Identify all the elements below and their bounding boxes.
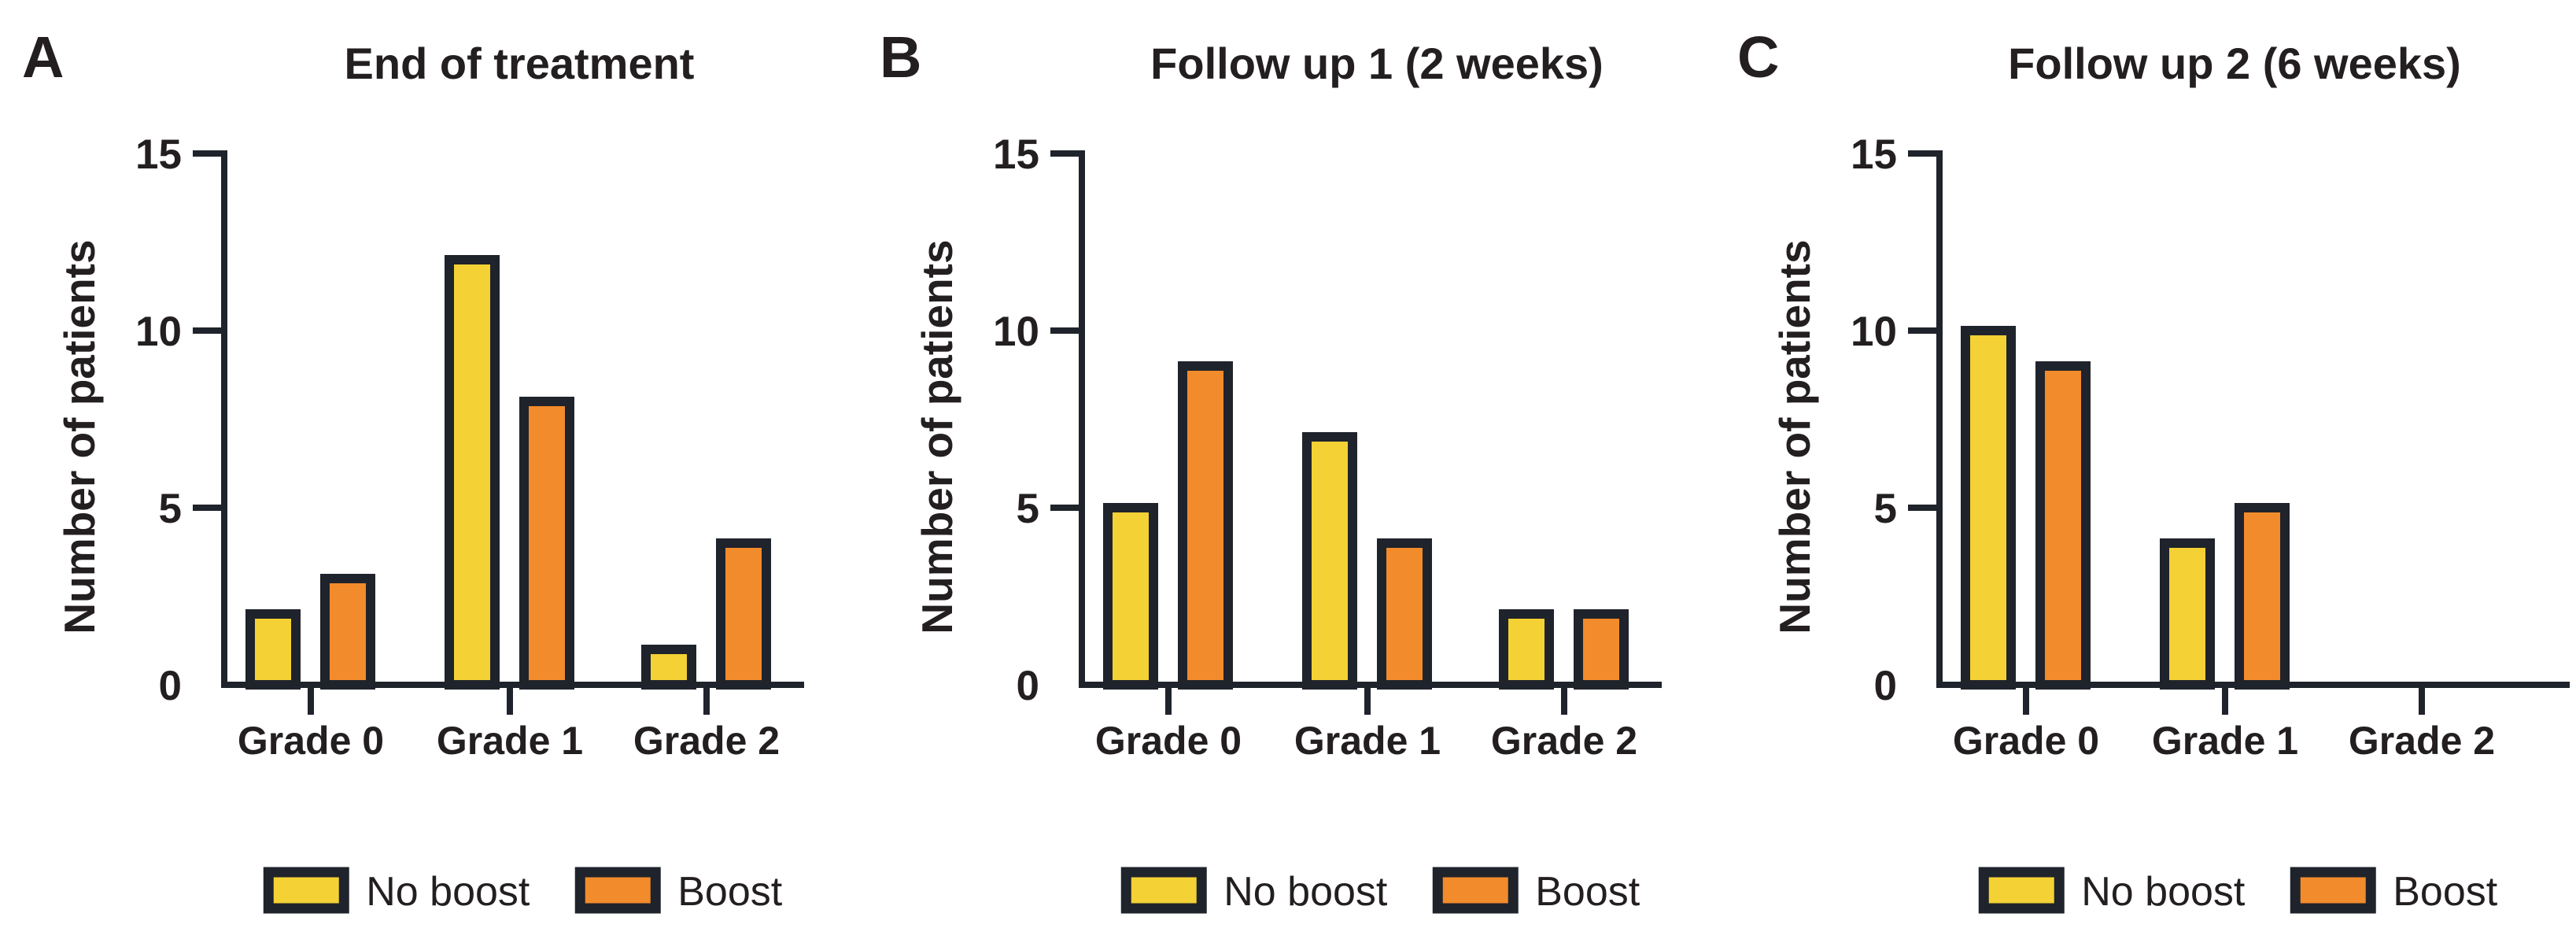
bar-no-boost-grade-0	[245, 609, 301, 690]
bar-boost-grade-0	[320, 574, 375, 690]
bar-no-boost-grade-2	[641, 645, 696, 690]
y-tick-label: 15	[1851, 131, 1897, 178]
x-tick-label: Grade 0	[238, 719, 384, 763]
legend-swatch-no-boost	[263, 867, 349, 914]
x-tick-label: Grade 2	[633, 719, 780, 763]
y-tick-label: 5	[159, 486, 182, 532]
y-tick-label: 0	[1874, 663, 1897, 709]
bar-no-boost-grade-1	[2160, 538, 2215, 690]
bar-no-boost-grade-0	[1103, 503, 1158, 690]
bars-group	[1961, 326, 2290, 690]
x-tick-label: Grade 1	[1294, 719, 1441, 763]
y-tick-label: 0	[159, 663, 182, 709]
bar-no-boost-grade-1	[445, 255, 500, 690]
panel-letter-a: A	[22, 24, 64, 90]
y-axis-label: Number of patients	[1770, 239, 1819, 634]
panel-c-chart: C Follow up 2 (6 weeks) Number of patients…	[1737, 24, 2570, 915]
legend-label-no-boost: No boost	[366, 869, 530, 915]
x-tick-label: Grade 1	[2152, 719, 2298, 763]
bar-boost-grade-2	[1574, 609, 1629, 690]
legend-swatch-boost	[1432, 867, 1519, 914]
y-tick-label: 15	[135, 131, 182, 178]
bars-group	[1103, 361, 1629, 690]
panel-c: C Follow up 2 (6 weeks) Number of patients…	[1715, 0, 2576, 943]
legend-label-boost: Boost	[1535, 869, 1640, 915]
x-tick-label: Grade 0	[1953, 719, 2099, 763]
panel-a: A End of treatment Number of patients 0 5 10 1…	[0, 0, 858, 943]
chart-title: Follow up 2 (6 weeks)	[2008, 39, 2461, 88]
panel-a-chart: A End of treatment Number of patients 0 5 10 1…	[22, 24, 804, 915]
y-tick-label: 5	[1874, 486, 1897, 532]
legend-swatch-boost	[2290, 867, 2376, 914]
y-tick-label: 0	[1017, 663, 1039, 709]
y-tick-label: 10	[993, 309, 1039, 355]
bar-boost-grade-1	[1377, 538, 1432, 690]
bars-group	[245, 255, 771, 690]
bar-no-boost-grade-1	[1302, 432, 1357, 690]
x-tick-label: Grade 2	[2349, 719, 2495, 763]
legend-swatch-no-boost	[1120, 867, 1207, 914]
panel-letter-b: B	[880, 24, 921, 90]
legend: No boost Boost	[1978, 867, 2498, 915]
y-tick-label: 10	[1851, 309, 1897, 355]
bar-no-boost-grade-0	[1961, 326, 2016, 690]
panel-letter-c: C	[1737, 24, 1779, 90]
bar-boost-grade-2	[716, 538, 771, 690]
legend-label-boost: Boost	[2393, 869, 2498, 915]
y-axis-label: Number of patients	[55, 239, 104, 634]
y-axis-label: Number of patients	[913, 239, 961, 634]
bar-boost-grade-0	[2035, 361, 2091, 690]
x-tick-label: Grade 1	[437, 719, 583, 763]
x-tick-label: Grade 0	[1095, 719, 1242, 763]
chart-title: Follow up 1 (2 weeks)	[1150, 39, 1604, 88]
legend-label-no-boost: No boost	[2081, 869, 2246, 915]
legend-label-boost: Boost	[677, 869, 783, 915]
panel-b-chart: B Follow up 1 (2 weeks) Number of patients…	[880, 24, 1662, 915]
bar-boost-grade-1	[519, 397, 574, 690]
y-tick-label: 15	[993, 131, 1039, 178]
bar-no-boost-grade-2	[1499, 609, 1554, 690]
x-tick-label: Grade 2	[1491, 719, 1637, 763]
legend: No boost Boost	[1120, 867, 1640, 915]
legend-swatch-no-boost	[1978, 867, 2065, 914]
chart-title: End of treatment	[345, 39, 695, 88]
bar-boost-grade-1	[2235, 503, 2290, 690]
y-tick-label: 5	[1017, 486, 1039, 532]
bar-boost-grade-0	[1178, 361, 1233, 690]
legend: No boost Boost	[263, 867, 783, 915]
legend-swatch-boost	[574, 867, 661, 914]
panel-b: B Follow up 1 (2 weeks) Number of patients…	[858, 0, 1715, 943]
legend-label-no-boost: No boost	[1223, 869, 1388, 915]
y-tick-label: 10	[135, 309, 182, 355]
